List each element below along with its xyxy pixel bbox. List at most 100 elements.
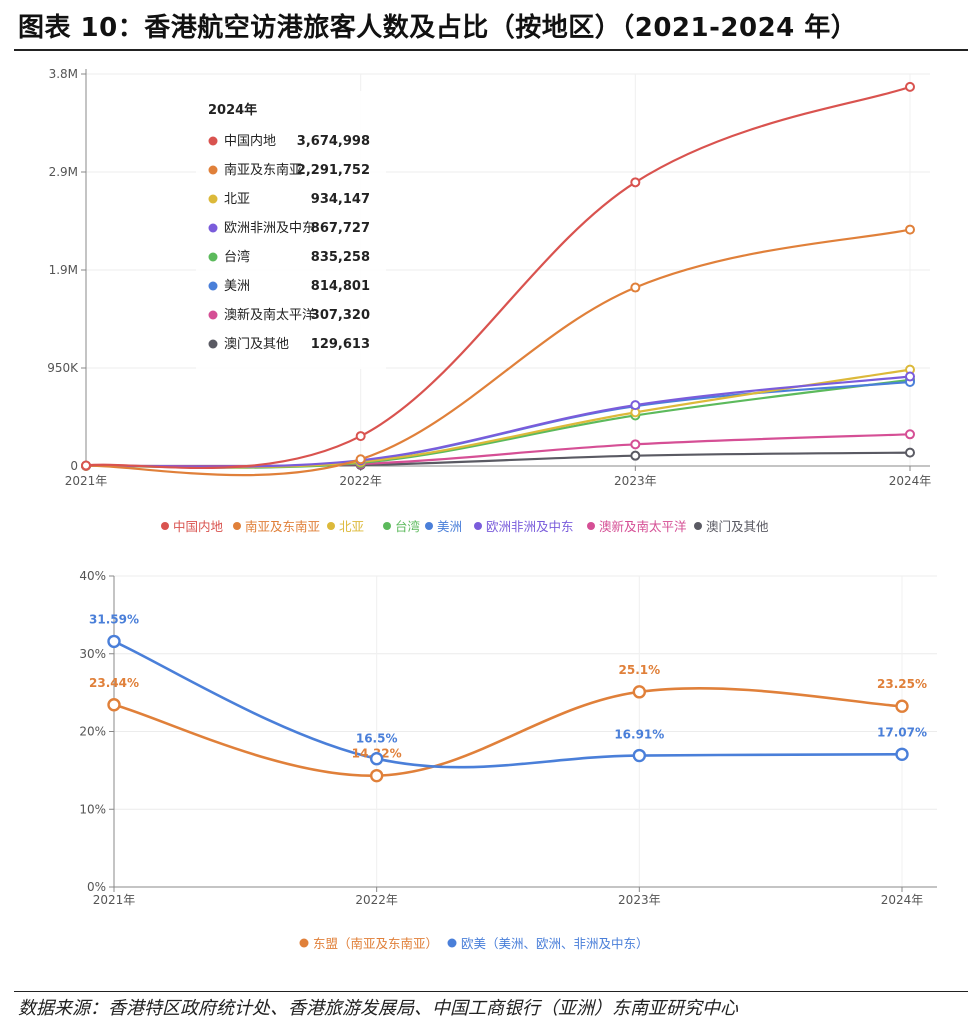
y-tick-label: 0 bbox=[70, 459, 78, 473]
data-point bbox=[905, 224, 915, 235]
x-tick-label: 2022年 bbox=[355, 893, 398, 907]
tooltip-value: 3,674,998 bbox=[297, 134, 370, 149]
data-label: 25.1% bbox=[619, 663, 661, 677]
tooltip-swatch bbox=[208, 310, 218, 320]
x-tick-label: 2024年 bbox=[881, 893, 924, 907]
series-line bbox=[113, 687, 903, 777]
legend-swatch bbox=[447, 938, 457, 948]
legend-label: 美洲 bbox=[437, 519, 462, 534]
data-point bbox=[369, 752, 384, 766]
x-tick-label: 2024年 bbox=[889, 474, 932, 488]
legend-swatch bbox=[161, 522, 169, 530]
legend-swatch bbox=[694, 522, 702, 530]
data-point bbox=[632, 748, 647, 763]
tooltip-swatch bbox=[208, 223, 218, 233]
tooltip-series-name: 美洲 bbox=[224, 279, 250, 294]
data-point bbox=[107, 698, 121, 712]
legend-swatch bbox=[233, 522, 241, 530]
data-point bbox=[905, 429, 915, 440]
tooltip-swatch bbox=[208, 136, 218, 146]
data-label: 16.5% bbox=[356, 732, 398, 746]
data-label: 23.25% bbox=[877, 677, 927, 691]
tooltip-series-name: 台湾 bbox=[224, 249, 250, 265]
legend-label: 东盟（南亚及东南亚） bbox=[313, 936, 438, 951]
data-point bbox=[630, 400, 641, 411]
tooltip-swatch bbox=[208, 339, 218, 349]
data-point bbox=[81, 460, 91, 471]
series-line bbox=[85, 228, 911, 477]
series-line bbox=[85, 85, 911, 470]
data-point bbox=[632, 685, 647, 699]
y-tick-label: 1.9M bbox=[49, 263, 78, 277]
data-point bbox=[905, 371, 915, 382]
tooltip-value: 307,320 bbox=[311, 308, 370, 323]
footer-divider bbox=[14, 991, 968, 992]
tooltip-value: 934,147 bbox=[311, 192, 370, 207]
legend-label: 北亚 bbox=[339, 519, 364, 534]
data-point bbox=[895, 699, 909, 713]
tooltip-title: 2024年 bbox=[208, 102, 257, 118]
data-point bbox=[630, 177, 641, 188]
tooltip-series-name: 澳新及南太平洋 bbox=[224, 307, 315, 323]
tooltip-series-name: 南亚及东南亚 bbox=[224, 162, 302, 178]
data-point bbox=[369, 768, 384, 783]
tooltip-swatch bbox=[208, 252, 218, 262]
data-point bbox=[630, 439, 641, 450]
tooltip-series-name: 欧洲非洲及中东 bbox=[224, 221, 315, 236]
tooltip-bg bbox=[196, 91, 386, 369]
legend-label: 欧美（美洲、欧洲、非洲及中东） bbox=[461, 936, 649, 951]
x-tick-label: 2021年 bbox=[65, 474, 108, 488]
legend-label: 欧洲非洲及中东 bbox=[486, 519, 574, 534]
share-chart: 0% 10% 20% 30% 40% 2021年 2022年 2023年 2024年 23.44%… bbox=[79, 569, 937, 951]
data-point bbox=[355, 431, 366, 442]
y-tick-label: 2.9M bbox=[49, 165, 78, 179]
legend-swatch bbox=[383, 522, 391, 530]
x-tick-label: 2023年 bbox=[618, 893, 661, 907]
data-point bbox=[905, 447, 915, 458]
legend-swatch bbox=[425, 522, 433, 530]
data-point bbox=[355, 454, 366, 465]
data-source-note: 数据来源：香港特区政府统计处、香港旅游发展局、中国工商银行（亚洲）东南亚研究中心 bbox=[18, 998, 738, 1019]
legend-label: 中国内地 bbox=[173, 519, 224, 534]
data-point bbox=[630, 450, 641, 461]
tooltip-series-name: 北亚 bbox=[224, 192, 250, 207]
figure-title: 图表 10：香港航空访港旅客人数及占比（按地区）（2021-2024 年） bbox=[18, 13, 858, 43]
y-tick-label: 10% bbox=[79, 802, 106, 816]
tooltip-series-name: 中国内地 bbox=[224, 133, 276, 149]
data-label: 31.59% bbox=[89, 612, 139, 626]
legend: 东盟（南亚及东南亚） 欧美（美洲、欧洲、非洲及中东） bbox=[299, 936, 649, 951]
series-line bbox=[113, 640, 903, 769]
tooltip-swatch bbox=[208, 165, 218, 175]
x-tick-label: 2022年 bbox=[339, 474, 382, 488]
data-label: 17.07% bbox=[877, 725, 927, 739]
y-tick-label: 20% bbox=[79, 725, 106, 739]
y-tick-label: 3.8M bbox=[49, 67, 78, 81]
title-divider bbox=[14, 49, 968, 51]
tooltip-value: 814,801 bbox=[311, 279, 370, 294]
legend-label: 澳门及其他 bbox=[706, 519, 769, 534]
data-label: 23.44% bbox=[89, 676, 139, 690]
x-tick-label: 2023年 bbox=[614, 474, 657, 488]
legend-swatch bbox=[474, 522, 482, 530]
y-tick-label: 950K bbox=[47, 361, 79, 375]
y-tick-label: 30% bbox=[79, 647, 106, 661]
legend-label: 澳新及南太平洋 bbox=[599, 519, 687, 534]
legend-swatch bbox=[587, 522, 595, 530]
legend-swatch bbox=[327, 522, 335, 530]
tooltip-swatch bbox=[208, 281, 218, 291]
legend-label: 台湾 bbox=[395, 519, 420, 534]
tooltip-value: 835,258 bbox=[311, 250, 370, 265]
data-label: 16.91% bbox=[614, 728, 664, 742]
tooltip-swatch bbox=[208, 194, 218, 204]
data-point bbox=[905, 81, 915, 92]
tooltip-series-name: 澳门及其他 bbox=[224, 336, 289, 352]
data-point bbox=[107, 634, 121, 649]
data-point bbox=[630, 282, 641, 293]
tooltip-value: 2,291,752 bbox=[297, 163, 370, 178]
y-tick-label: 0% bbox=[87, 880, 106, 894]
data-point bbox=[895, 747, 909, 761]
legend-swatch bbox=[299, 938, 309, 948]
x-tick-label: 2021年 bbox=[93, 893, 136, 907]
